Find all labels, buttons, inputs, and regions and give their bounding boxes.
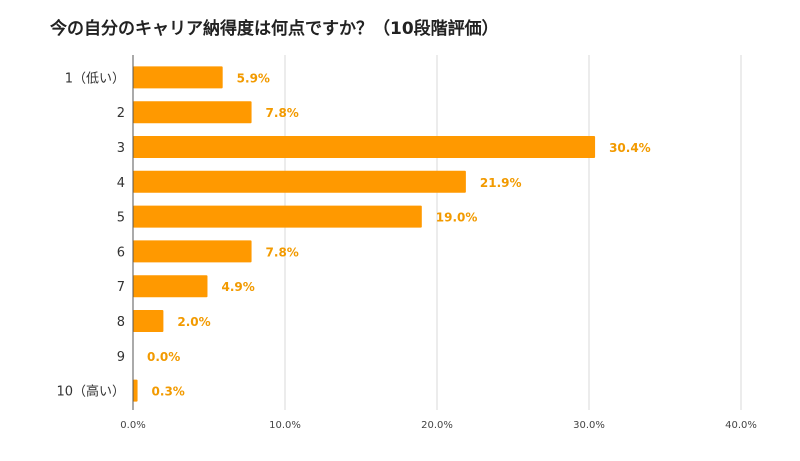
value-label: 19.0% xyxy=(436,211,478,225)
category-label: 5 xyxy=(117,211,125,226)
value-label: 2.0% xyxy=(177,315,210,329)
bar xyxy=(133,136,596,158)
bar xyxy=(133,170,466,193)
category-label: 7 xyxy=(117,280,125,295)
value-label: 0.0% xyxy=(147,350,180,364)
x-tick-label: 30.0% xyxy=(573,420,605,431)
category-label: 6 xyxy=(117,245,125,260)
value-label: 0.3% xyxy=(152,385,185,399)
bar xyxy=(133,205,422,228)
value-label: 4.9% xyxy=(221,280,254,294)
bar xyxy=(133,66,223,89)
value-label: 5.9% xyxy=(237,71,270,85)
value-label: 7.8% xyxy=(266,106,299,120)
bar xyxy=(133,240,252,263)
x-tick-label: 10.0% xyxy=(269,420,301,431)
bar xyxy=(133,275,208,298)
category-label: 4 xyxy=(117,176,125,191)
bar xyxy=(133,379,138,402)
category-label: 3 xyxy=(117,141,125,156)
bar xyxy=(133,310,164,332)
value-label: 30.4% xyxy=(609,141,651,155)
chart-title: 今の自分のキャリア納得度は何点ですか？（10段階評価） xyxy=(50,19,499,39)
value-label: 7.8% xyxy=(266,245,299,259)
x-tick-label: 0.0% xyxy=(120,420,145,431)
category-label: 10（高い） xyxy=(56,384,125,400)
category-label: 9 xyxy=(117,350,125,365)
bar xyxy=(133,101,252,124)
category-label: 1（低い） xyxy=(65,71,125,86)
value-label: 21.9% xyxy=(480,176,522,190)
x-tick-label: 40.0% xyxy=(725,420,757,431)
category-label: 2 xyxy=(117,106,125,121)
category-label: 8 xyxy=(117,315,125,330)
x-tick-label: 20.0% xyxy=(421,420,453,431)
